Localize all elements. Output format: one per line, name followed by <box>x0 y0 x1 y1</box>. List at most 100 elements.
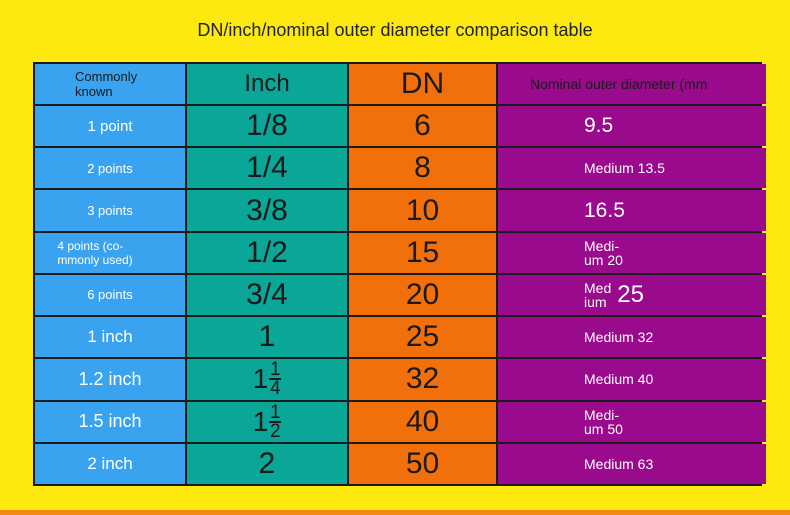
cell: 3/8 <box>187 190 347 231</box>
multi-line: Med ium <box>584 281 611 309</box>
cell: Medium 32 <box>498 317 766 358</box>
cell: Medi-um 20 <box>498 232 766 273</box>
cell: 15 <box>349 232 496 273</box>
cell-text: 2 <box>258 446 276 480</box>
cell: 25 <box>349 317 496 358</box>
header-cell: Nominal outer diameter (mm <box>498 64 766 104</box>
cell-text: 6 points <box>87 287 133 303</box>
bottom-strip <box>0 510 790 515</box>
cell: 6 points <box>35 274 185 316</box>
cell: Medium 40 <box>498 359 766 400</box>
cell: 1 point <box>35 106 185 147</box>
cell: 8 <box>349 148 496 189</box>
cell: 3 points <box>35 190 185 231</box>
cell: 2 inch <box>35 443 185 484</box>
multi-line: Medi-um 50 <box>584 408 623 436</box>
header-text: DN <box>400 67 445 100</box>
cell-text: 3/8 <box>246 193 288 227</box>
cell-text: 6 <box>414 109 431 143</box>
numerator: 1 <box>269 401 281 423</box>
cell: 1 <box>187 317 347 358</box>
cell: Medium 13.5 <box>498 148 766 189</box>
cell-text: 2 points <box>87 160 133 176</box>
cell: 2 points <box>35 148 185 189</box>
header-text: Inch <box>244 70 290 97</box>
cell-text: 1 inch <box>87 327 133 347</box>
cell-text: Medium 63 <box>584 455 654 472</box>
cell-text: 20 <box>405 277 440 311</box>
cell: Med ium 25 <box>498 274 766 316</box>
cell-text: Medium 32 <box>584 329 654 346</box>
line-text: ium <box>584 293 607 310</box>
cell: 3/4 <box>187 274 347 316</box>
cell-text: Medium 40 <box>584 371 654 388</box>
denominator: 2 <box>269 420 281 442</box>
fraction-bar <box>269 420 282 423</box>
cell-text: 2 inch <box>87 453 133 473</box>
cell: 1.5 inch <box>35 401 185 442</box>
cell: 20 <box>349 274 496 316</box>
cell-text: 15 <box>405 235 440 269</box>
header-cell: DN <box>349 64 496 104</box>
cell-text: 3 points <box>87 203 133 219</box>
cell-text: 10 <box>405 193 440 227</box>
cell: 9.5 <box>498 106 766 147</box>
table: Commonly known Inch DN Nominal outer diamet… <box>33 62 766 486</box>
cell: 16.5 <box>498 190 766 231</box>
cell: 32 <box>349 359 496 400</box>
cell-text: Medium 13.5 <box>584 160 665 177</box>
cell: 6 <box>349 106 496 147</box>
cell: Medi-um 50 <box>498 401 766 442</box>
line-text: Medi- <box>584 406 620 423</box>
cell: 1 inch <box>35 317 185 358</box>
cell-text: 1/2 <box>246 235 288 269</box>
cell-text: 1 <box>258 320 276 354</box>
cell: 4 points (co-mmonly used) <box>35 232 185 273</box>
cell-text: 32 <box>405 362 440 396</box>
cell-text: 1.2 inch <box>78 368 142 389</box>
whole: 1 <box>252 363 269 395</box>
cell-text: 1 point <box>87 117 133 135</box>
cell: 40 <box>349 401 496 442</box>
header-cell: Inch <box>187 64 347 104</box>
cell: 1/8 <box>187 106 347 147</box>
cell: 2 <box>187 443 347 484</box>
cell-text: 8 <box>414 151 431 185</box>
cell: 1.2 inch <box>35 359 185 400</box>
numerator: 1 <box>269 359 281 381</box>
denominator: 4 <box>269 378 281 400</box>
big-text: 25 <box>617 280 644 308</box>
whole: 1 <box>252 405 269 437</box>
cell-text: 1.5 inch <box>78 411 142 432</box>
cell: Medium 63 <box>498 443 766 484</box>
cell-text: 16.5 <box>584 198 625 222</box>
title: DN/inch/nominal outer diameter compariso… <box>197 20 593 40</box>
line-text: Medi- <box>584 237 620 254</box>
cell-text: 3/4 <box>246 277 288 311</box>
cell: 1/4 <box>187 148 347 189</box>
header-text: Commonly known <box>75 69 138 99</box>
cell-text: 1/4 <box>246 151 288 185</box>
multi-line: Medi-um 20 <box>584 239 623 267</box>
cell-text: 50 <box>405 446 440 480</box>
cell-text: 40 <box>405 404 440 438</box>
cell-text: 9.5 <box>584 114 614 138</box>
line-text: um 50 <box>584 420 623 437</box>
header-cell: Commonly known <box>35 64 185 104</box>
line-text: 4 points (co- <box>57 238 124 253</box>
line-text: um 20 <box>584 251 623 268</box>
fraction-bar <box>269 378 282 381</box>
multi-line: 4 points (co-mmonly used) <box>57 239 132 267</box>
cell-text: 25 <box>405 320 440 354</box>
cell: 1/2 <box>187 232 347 273</box>
cell: 50 <box>349 443 496 484</box>
cell: 10 <box>349 190 496 231</box>
header-text: Nominal outer diameter (mm <box>530 76 708 92</box>
